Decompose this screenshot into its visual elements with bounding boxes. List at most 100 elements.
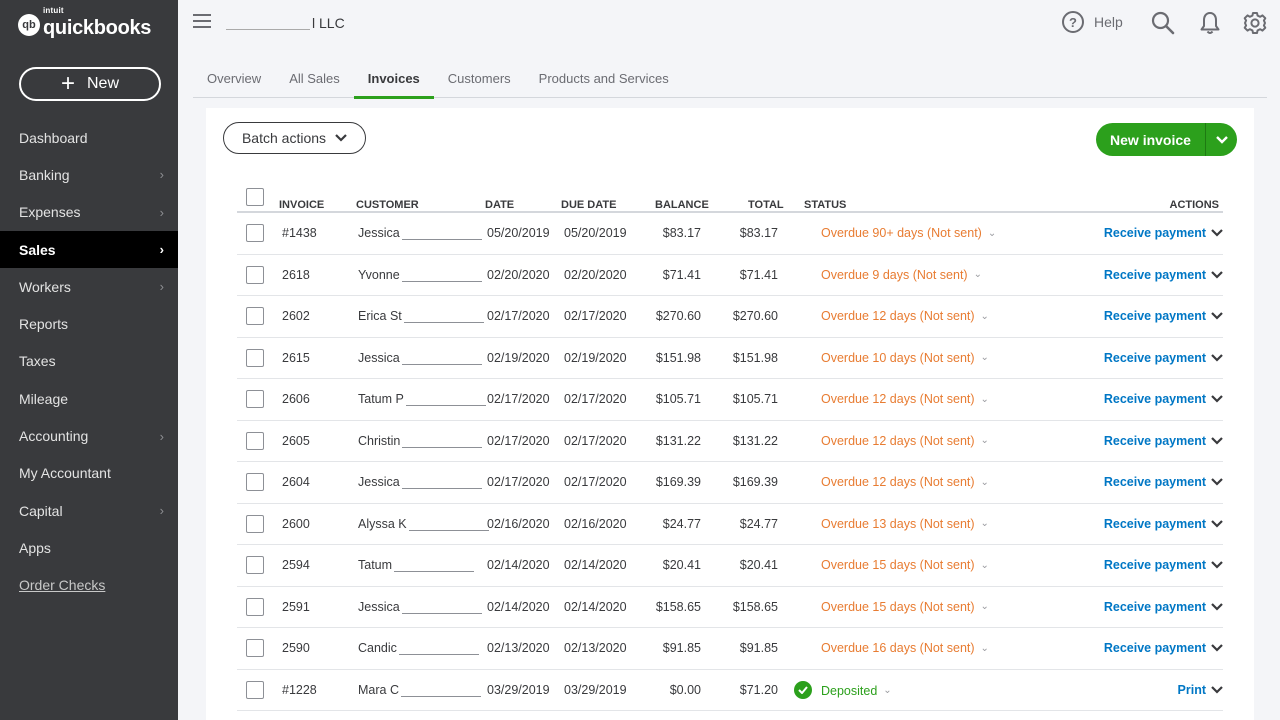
gear-icon[interactable] xyxy=(1242,10,1268,36)
receive-payment-button[interactable]: Receive payment xyxy=(1104,268,1223,282)
col-status[interactable]: STATUS xyxy=(804,199,847,211)
invoice-date: 02/14/2020 xyxy=(487,558,550,572)
tab-invoices[interactable]: Invoices xyxy=(353,64,434,99)
status[interactable]: Overdue 16 days (Not sent) ⌄ xyxy=(821,641,989,655)
row-checkbox[interactable] xyxy=(246,265,264,284)
chevron-down-icon[interactable] xyxy=(1206,475,1223,489)
sidebar-item-order-checks[interactable]: Order Checks xyxy=(0,567,178,604)
tab-all-sales[interactable]: All Sales xyxy=(289,71,340,86)
status[interactable]: Overdue 9 days (Not sent) ⌄ xyxy=(821,268,982,282)
table-row[interactable]: 2606 Tatum P 02/17/2020 02/17/2020 $105.71 $1… xyxy=(237,379,1223,421)
col-invoice[interactable]: INVOICE xyxy=(279,199,325,211)
row-checkbox[interactable] xyxy=(246,473,264,491)
customer-name-text: Tatum xyxy=(358,558,393,572)
chevron-down-icon[interactable] xyxy=(1206,392,1223,406)
row-checkbox[interactable] xyxy=(246,348,264,367)
table-row[interactable]: 2594 Tatum 02/14/2020 02/14/2020 $20.41 $20.4… xyxy=(237,545,1223,587)
sidebar-item-mileage[interactable]: Mileage xyxy=(0,380,178,417)
receive-payment-button[interactable]: Receive payment xyxy=(1104,600,1223,614)
sidebar-item-dashboard[interactable]: Dashboard xyxy=(0,119,178,156)
sidebar-item-capital[interactable]: Capital › xyxy=(0,492,178,529)
table-row[interactable]: 2600 Alyssa K 02/16/2020 02/16/2020 $24.77 $2… xyxy=(237,504,1223,545)
table-row[interactable]: 2591 Jessica 02/14/2020 02/14/2020 $158.65 $1… xyxy=(237,587,1223,628)
new-invoice-dropdown[interactable] xyxy=(1206,123,1237,156)
status[interactable]: Overdue 15 days (Not sent) ⌄ xyxy=(821,600,989,614)
row-checkbox[interactable] xyxy=(246,514,264,533)
receive-payment-button[interactable]: Receive payment xyxy=(1104,641,1223,655)
new-button[interactable]: + New xyxy=(19,67,161,101)
chevron-down-icon[interactable] xyxy=(1206,558,1223,572)
sidebar-item-apps[interactable]: Apps xyxy=(0,529,178,566)
receive-payment-button[interactable]: Receive payment xyxy=(1104,558,1223,572)
chevron-down-icon[interactable] xyxy=(1206,226,1223,240)
row-checkbox[interactable] xyxy=(246,431,264,450)
row-checkbox[interactable] xyxy=(246,597,264,616)
receive-payment-button[interactable]: Receive payment xyxy=(1104,475,1223,489)
receive-payment-button[interactable]: Receive payment xyxy=(1104,517,1223,531)
row-checkbox[interactable] xyxy=(246,639,264,657)
table-row[interactable]: 2590 Candic 02/13/2020 02/13/2020 $91.85 $91.… xyxy=(237,628,1223,670)
status[interactable]: Overdue 12 days (Not sent) ⌄ xyxy=(821,475,989,489)
table-row[interactable]: 2604 Jessica 02/17/2020 02/17/2020 $169.39 $1… xyxy=(237,462,1223,504)
quickbooks-logo[interactable]: qb intuit quickbooks xyxy=(18,6,151,41)
tab-customers[interactable]: Customers xyxy=(447,71,511,86)
sidebar-item-banking[interactable]: Banking › xyxy=(0,156,178,193)
sidebar-item-my-accountant[interactable]: My Accountant xyxy=(0,455,178,492)
new-invoice-button[interactable]: New invoice xyxy=(1096,123,1206,156)
menu-icon[interactable] xyxy=(193,14,211,28)
chevron-right-icon: › xyxy=(159,242,164,258)
select-all-checkbox[interactable] xyxy=(246,188,264,206)
chevron-down-icon[interactable] xyxy=(1206,309,1223,323)
row-checkbox[interactable] xyxy=(246,680,264,699)
row-checkbox[interactable] xyxy=(246,556,264,574)
col-balance[interactable]: BALANCE xyxy=(655,199,709,211)
receive-payment-button[interactable]: Receive payment xyxy=(1104,309,1223,323)
sidebar-item-workers[interactable]: Workers › xyxy=(0,268,178,305)
table-row[interactable]: 2618 Yvonne 02/20/2020 02/20/2020 $71.41 $71.… xyxy=(237,255,1223,296)
sidebar-item-sales[interactable]: Sales › xyxy=(0,230,178,269)
help-button[interactable]: ? Help xyxy=(1062,11,1123,33)
invoice-date: 02/17/2020 xyxy=(487,392,550,406)
col-total[interactable]: TOTAL xyxy=(748,199,784,211)
status[interactable]: Overdue 12 days (Not sent) ⌄ xyxy=(821,434,989,448)
chevron-down-icon[interactable] xyxy=(1206,641,1223,655)
table-row[interactable]: #1438 Jessica 05/20/2019 05/20/2019 $83.17 $8… xyxy=(237,213,1223,255)
receive-payment-button[interactable]: Receive payment xyxy=(1104,434,1223,448)
receive-payment-button[interactable]: Receive payment xyxy=(1104,351,1223,365)
search-icon[interactable] xyxy=(1150,10,1176,36)
table-row[interactable]: 2602 Erica St 02/17/2020 02/17/2020 $270.60 $… xyxy=(237,296,1223,338)
chevron-down-icon[interactable] xyxy=(1206,683,1223,697)
status[interactable]: Overdue 15 days (Not sent) ⌄ xyxy=(821,558,989,572)
chevron-down-icon[interactable] xyxy=(1206,268,1223,282)
receive-payment-button[interactable]: Receive payment xyxy=(1104,392,1223,406)
chevron-down-icon[interactable] xyxy=(1206,600,1223,614)
table-row[interactable]: 2615 Jessica 02/19/2020 02/19/2020 $151.98 $1… xyxy=(237,338,1223,379)
col-date[interactable]: DATE xyxy=(485,199,515,211)
sidebar-item-reports[interactable]: Reports xyxy=(0,305,178,342)
col-customer[interactable]: CUSTOMER xyxy=(356,199,419,211)
status[interactable]: Deposited ⌄ xyxy=(794,680,892,699)
status[interactable]: Overdue 13 days (Not sent) ⌄ xyxy=(821,517,989,531)
tab-overview[interactable]: Overview xyxy=(207,71,262,86)
print-button[interactable]: Print xyxy=(1178,683,1223,697)
row-checkbox[interactable] xyxy=(246,390,264,408)
chevron-down-icon[interactable] xyxy=(1206,434,1223,448)
table-row[interactable]: #1228 Mara C 03/29/2019 03/29/2019 $0.00 $71.… xyxy=(237,670,1223,711)
sidebar-item-expenses[interactable]: Expenses › xyxy=(0,194,178,231)
row-checkbox[interactable] xyxy=(246,224,264,242)
tab-products-and-services[interactable]: Products and Services xyxy=(538,71,669,86)
receive-payment-button[interactable]: Receive payment xyxy=(1104,226,1223,240)
status[interactable]: Overdue 90+ days (Not sent) ⌄ xyxy=(821,226,996,240)
sidebar-item-taxes[interactable]: Taxes xyxy=(0,343,178,380)
bell-icon[interactable] xyxy=(1197,10,1223,36)
status[interactable]: Overdue 10 days (Not sent) ⌄ xyxy=(821,351,989,365)
row-checkbox[interactable] xyxy=(246,307,264,325)
chevron-down-icon[interactable] xyxy=(1206,517,1223,531)
status[interactable]: Overdue 12 days (Not sent) ⌄ xyxy=(821,309,989,323)
sidebar-item-accounting[interactable]: Accounting › xyxy=(0,417,178,454)
batch-actions-button[interactable]: Batch actions xyxy=(223,122,366,154)
col-due-date[interactable]: DUE DATE xyxy=(561,199,617,211)
table-row[interactable]: 2605 Christin 02/17/2020 02/17/2020 $131.22 $… xyxy=(237,421,1223,462)
chevron-down-icon[interactable] xyxy=(1206,351,1223,365)
status[interactable]: Overdue 12 days (Not sent) ⌄ xyxy=(821,392,989,406)
